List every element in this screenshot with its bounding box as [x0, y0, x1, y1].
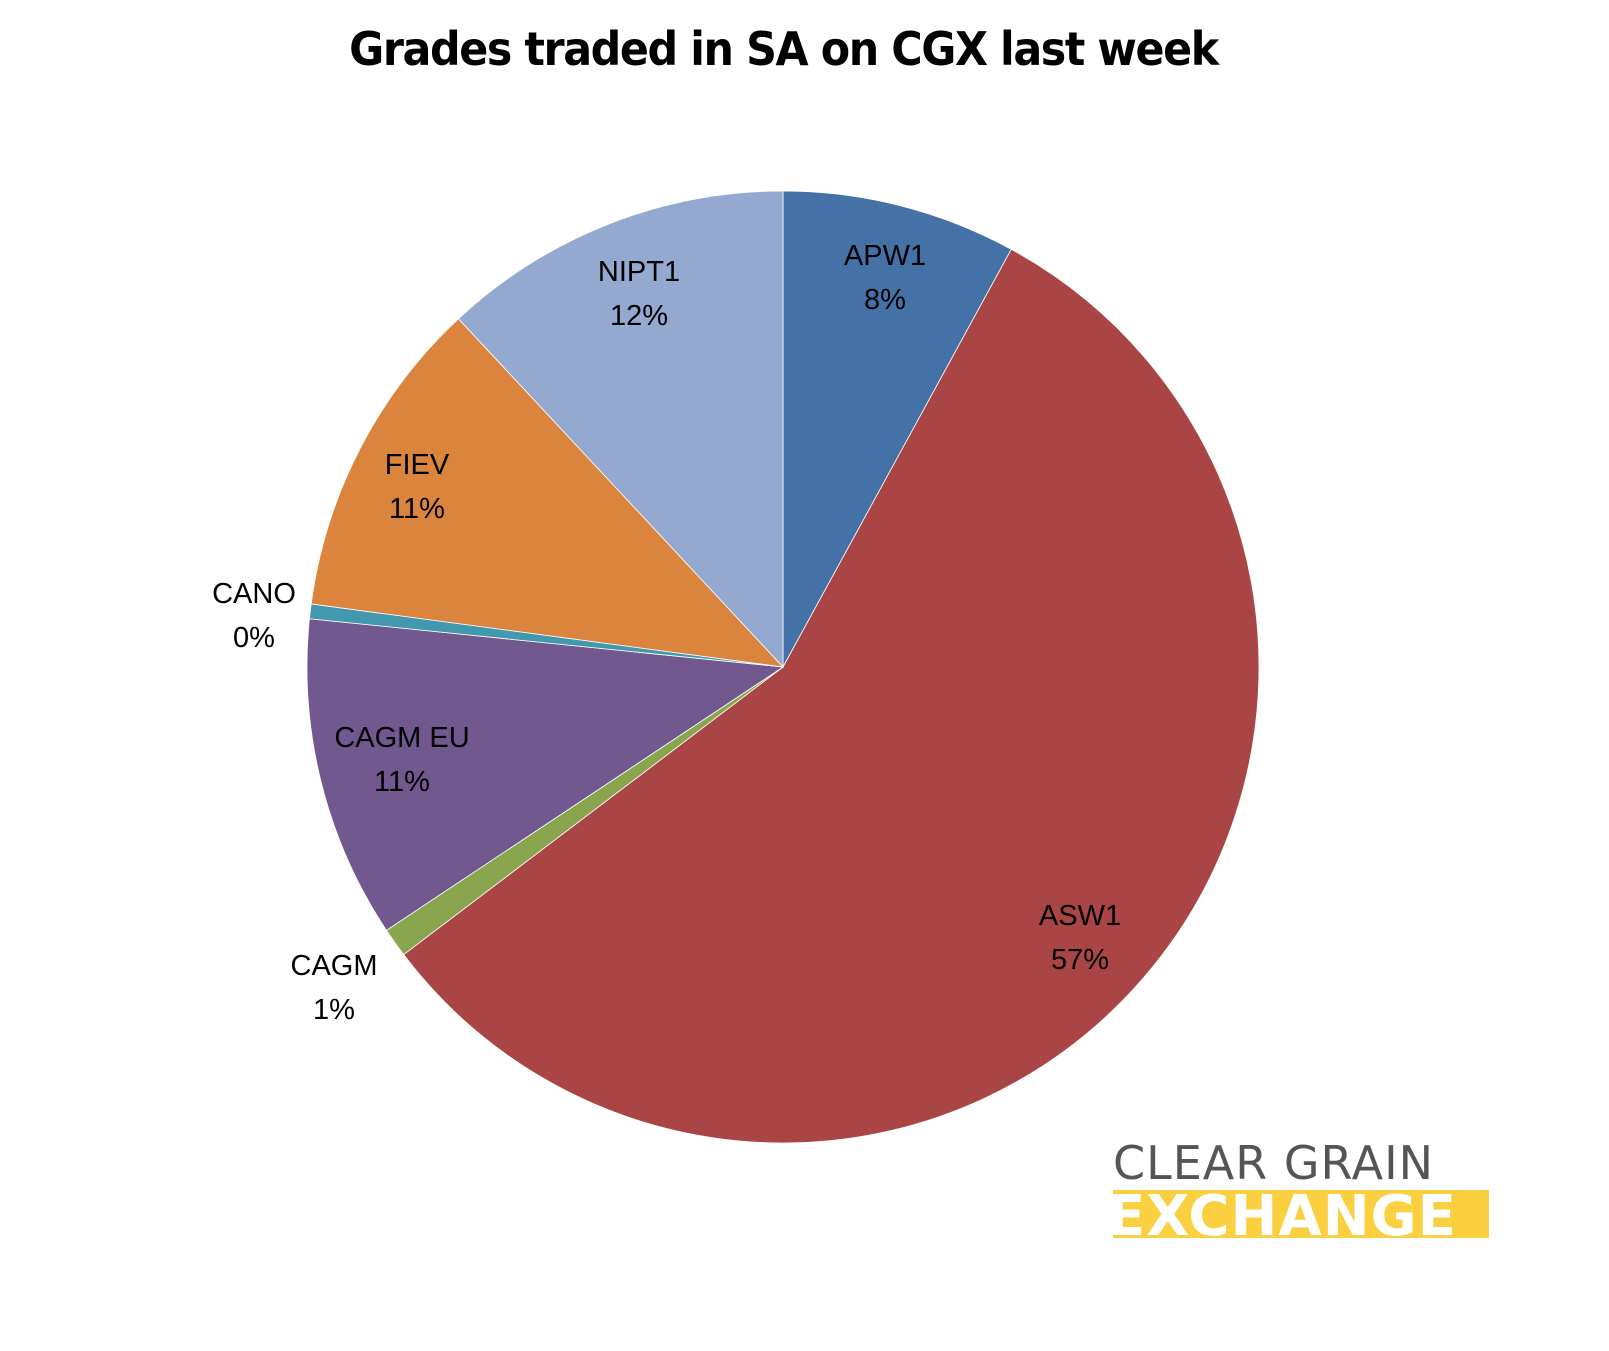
- chart-title: Grades traded in SA on CGX last week: [349, 22, 1219, 76]
- pie-slice-apw1: [782, 190, 1012, 668]
- slice-label: CANO: [212, 578, 296, 610]
- slice-percentage: 11%: [374, 766, 430, 798]
- clear-grain-exchange-logo: CLEAR GRAIN EXCHANGE: [1113, 1138, 1489, 1238]
- pie-slice-fiev: [310, 318, 785, 668]
- slice-label: FIEV: [385, 449, 450, 481]
- logo-line2: EXCHANGE: [1113, 1190, 1457, 1238]
- slice-percentage: 11%: [389, 493, 445, 525]
- pie-slice-asw1: [403, 248, 1260, 1144]
- slice-label: CAGM: [291, 950, 378, 982]
- slice-percentage: 0%: [233, 622, 275, 654]
- logo-line1: CLEAR GRAIN: [1113, 1136, 1435, 1190]
- pie-slices: [306, 190, 1260, 1144]
- slice-label: NIPT1: [598, 256, 680, 288]
- slice-label: APW1: [844, 240, 926, 272]
- pie-slice-nipt1: [457, 190, 784, 669]
- logo-band: EXCHANGE: [1113, 1190, 1489, 1238]
- slice-label: CAGM EU: [334, 722, 469, 754]
- slice-percentage: 1%: [313, 994, 355, 1026]
- slice-label: ASW1: [1039, 900, 1121, 932]
- slice-percentage: 8%: [864, 284, 906, 316]
- slice-percentage: 12%: [610, 300, 668, 332]
- slice-percentage: 57%: [1051, 944, 1109, 976]
- pie-labels: APW1 8% ASW1 57% CAGM 1% CAGM EU 11% CANO 0% FIEV 1…: [212, 240, 1121, 1026]
- pie-slice-cagm-eu: [306, 618, 785, 931]
